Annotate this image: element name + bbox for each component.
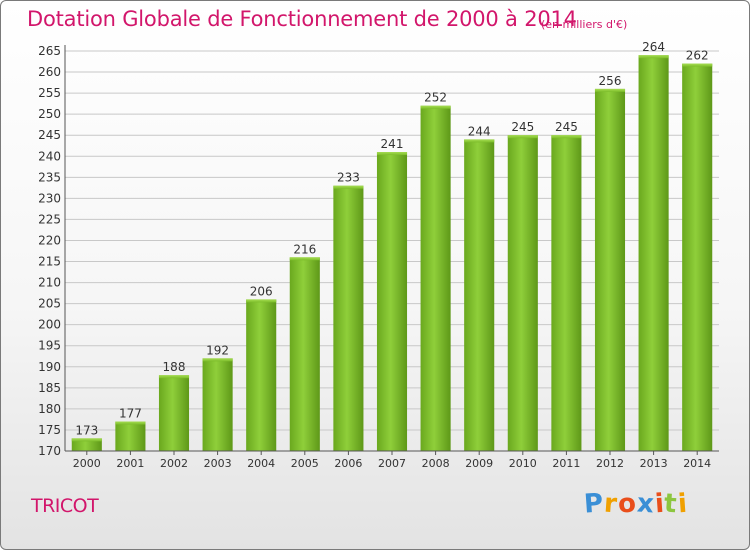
y-tick-label: 250 <box>38 107 61 121</box>
x-tick-label: 2011 <box>552 457 580 470</box>
logo-letter: P <box>582 488 606 520</box>
data-label: 252 <box>424 91 447 105</box>
y-tick-label: 230 <box>38 191 61 205</box>
bar-top <box>246 299 277 303</box>
data-label: 244 <box>468 124 491 138</box>
x-tick-label: 2003 <box>204 457 232 470</box>
bar-top <box>376 152 408 156</box>
data-label: 256 <box>599 74 622 88</box>
data-label: 177 <box>119 407 142 421</box>
x-tick-label: 2007 <box>378 457 406 470</box>
data-label: 173 <box>75 423 98 437</box>
y-tick-label: 225 <box>38 212 61 226</box>
bar <box>333 185 364 451</box>
y-tick-label: 170 <box>38 444 61 458</box>
x-tick-label: 2012 <box>596 457 624 470</box>
data-label: 264 <box>642 40 665 54</box>
y-tick-label: 190 <box>38 360 61 374</box>
y-tick-label: 205 <box>38 297 61 311</box>
data-label: 206 <box>250 284 273 298</box>
y-tick-label: 195 <box>38 339 61 353</box>
y-tick-label: 240 <box>38 149 61 163</box>
data-label: 262 <box>686 49 709 63</box>
bar <box>507 135 538 452</box>
bar <box>638 55 669 452</box>
bar-top <box>464 139 495 143</box>
x-tick-label: 2000 <box>73 457 101 470</box>
x-tick-label: 2009 <box>465 457 493 470</box>
y-tick-label: 185 <box>38 381 61 395</box>
data-label: 233 <box>337 171 360 185</box>
logo-letter: x <box>635 488 656 520</box>
x-tick-label: 2006 <box>334 457 362 470</box>
data-label: 192 <box>206 343 229 357</box>
chart-title: Dotation Globale de Fonctionnement de 20… <box>27 7 577 31</box>
bar <box>115 421 146 451</box>
x-tick-label: 2013 <box>640 457 668 470</box>
y-tick-label: 255 <box>38 86 61 100</box>
x-tick-label: 2002 <box>160 457 188 470</box>
logo-letter: i <box>676 488 689 520</box>
bar-top <box>551 135 582 139</box>
proxiti-logo: Proxiti <box>582 488 689 520</box>
axes <box>64 45 719 452</box>
bars <box>71 55 713 452</box>
bar-top <box>594 88 626 92</box>
logo-letter: o <box>616 488 638 520</box>
data-label: 216 <box>293 242 316 256</box>
bar-top <box>202 358 233 362</box>
bar <box>551 135 582 452</box>
bar-top <box>289 257 320 261</box>
x-tick-label: 2010 <box>509 457 537 470</box>
bar-top <box>115 421 146 425</box>
y-tick-label: 210 <box>38 276 61 290</box>
bar-top <box>333 185 364 189</box>
bar <box>464 139 495 451</box>
y-tick-label: 260 <box>38 65 61 79</box>
data-label: 245 <box>511 120 534 134</box>
bar <box>594 88 626 451</box>
bar <box>71 438 102 451</box>
bar <box>682 63 713 451</box>
x-tick-label: 2004 <box>247 457 275 470</box>
y-tick-label: 245 <box>38 128 61 142</box>
commune-name: TRICOT <box>31 495 99 517</box>
x-tick-label: 2014 <box>683 457 711 470</box>
bar <box>202 358 233 451</box>
bar-top <box>71 438 102 442</box>
data-label: 241 <box>381 137 404 151</box>
chart-subtitle: (en milliers d'€) <box>541 18 628 31</box>
y-tick-label: 180 <box>38 402 61 416</box>
y-axis-ticks: 170 175 180 185 190 195 200 205 210 215 220 225 230 2… <box>38 44 61 458</box>
bar-top <box>638 55 669 59</box>
y-tick-label: 235 <box>38 170 61 184</box>
y-tick-label: 200 <box>38 318 61 332</box>
bar-top <box>420 105 451 109</box>
bar <box>158 375 190 451</box>
x-tick-label: 2001 <box>116 457 144 470</box>
bar <box>246 299 277 451</box>
data-label: 188 <box>163 360 186 374</box>
bar-top <box>507 135 538 139</box>
y-tick-label: 265 <box>38 44 61 58</box>
y-tick-label: 220 <box>38 233 61 247</box>
bar <box>376 152 408 452</box>
bar <box>420 105 451 451</box>
x-tick-label: 2005 <box>291 457 319 470</box>
bar-top <box>158 375 190 379</box>
bar <box>289 257 320 451</box>
y-tick-label: 175 <box>38 423 61 437</box>
x-axis-ticks: 2000 2001 2002 2003 2004 2005 2006 2007 2008 2009… <box>73 451 711 470</box>
data-labels: 173 177 188 192 206 216 233 241 252 244 245 245 256 2… <box>75 40 708 437</box>
y-tick-label: 215 <box>38 255 61 269</box>
bar-top <box>682 63 713 67</box>
data-label: 245 <box>555 120 578 134</box>
x-tick-label: 2008 <box>422 457 450 470</box>
